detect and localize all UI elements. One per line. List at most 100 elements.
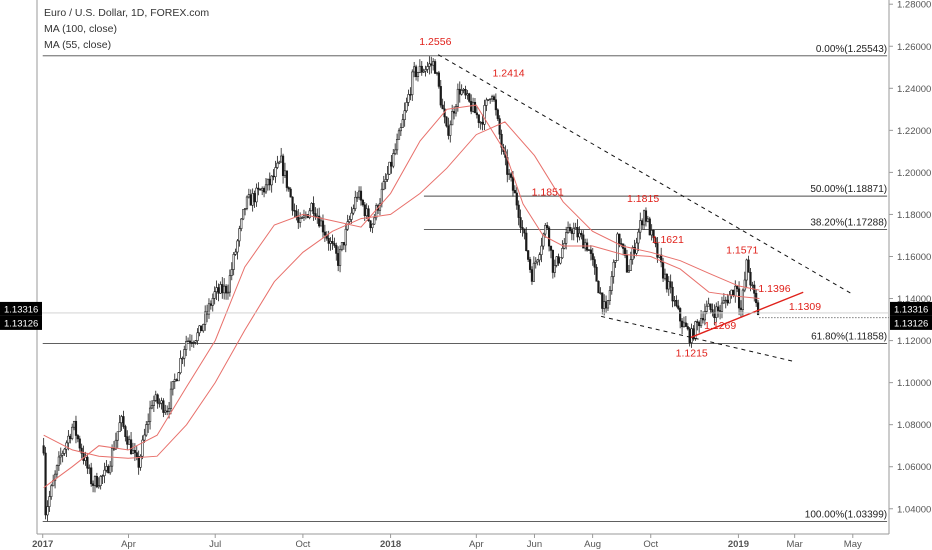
candle-body [249,194,252,206]
candle [88,464,91,475]
candle-body [338,248,342,266]
candle-body [105,466,108,471]
candle [177,372,180,382]
candle-body [350,212,353,220]
candle [739,300,743,318]
candle-body [72,421,76,428]
candle [274,160,277,183]
candle [283,162,287,178]
candle [118,414,121,433]
candle [544,223,547,238]
candle [333,237,336,248]
candle [490,94,494,102]
candle [335,242,338,261]
candle [696,319,699,331]
candle-body [591,253,594,260]
candle [42,437,45,456]
price-annotation: 1.2414 [493,68,525,80]
candle-body [238,228,241,242]
candle [726,293,729,306]
candle [166,405,169,416]
candle-body [255,187,258,203]
candle [340,242,344,252]
candle-body [137,456,140,468]
candle [401,113,404,128]
candle [129,431,133,455]
candle-body [373,217,376,225]
candle-body [55,465,59,475]
candle [557,253,560,266]
candle-body [344,228,347,246]
candle-body [433,61,437,74]
candle [242,209,245,221]
candle-body [732,289,735,297]
candle-body [743,279,746,291]
candle-body [145,424,148,436]
candle-body [141,439,144,457]
candle-body [566,227,570,233]
candle-body [751,284,754,287]
candle-body [139,455,142,468]
candle-body [618,233,621,244]
candle [139,454,142,471]
candle-body [428,63,431,67]
candle [331,234,334,250]
candle-body [447,125,450,136]
candle [736,285,739,293]
candle [76,434,79,443]
right-price-tag: 1.13316 [890,301,932,316]
candle-body [424,69,427,72]
candle [749,268,752,292]
candle-body [369,220,372,229]
candle-body [513,190,516,194]
candle-body [468,93,471,102]
candle [188,334,192,351]
candle [255,183,258,207]
candle-body [116,431,119,441]
candle [95,472,98,489]
candle-body [280,155,283,163]
candle [359,186,363,206]
candle-body [582,234,585,249]
candle-body [65,442,68,450]
candle-body [540,245,543,255]
candle [407,89,410,107]
candle-body [270,175,273,186]
candle-body [169,388,173,409]
candle [120,414,123,431]
candle-body [228,275,231,293]
candle [357,186,361,200]
price-tag-text: 1.13126 [894,318,928,329]
candle-body [639,220,642,233]
candle [435,71,439,76]
candle [291,196,294,216]
candle [584,238,587,252]
candle-body [557,256,560,264]
candle [530,266,534,285]
candle-body [709,303,712,310]
candle [648,216,651,236]
price-annotation: 1.1309 [789,301,821,313]
candle [230,262,233,281]
candle [61,450,64,463]
candle [508,169,511,180]
candle-body [496,109,499,119]
candle [690,323,693,348]
candle [418,59,421,74]
y-tick-label: 1.14000 [897,294,931,305]
candle-body [717,306,720,311]
candle [608,286,611,305]
candle-body [262,187,266,193]
candle-body [551,250,554,273]
candle [205,304,209,323]
candle [247,188,250,199]
candle [540,237,543,263]
candle-body [722,300,725,304]
candle [276,155,279,170]
candle-body [483,105,486,125]
candle [200,325,203,332]
candle [287,186,290,192]
candle-body [656,243,659,258]
candle-body [473,102,477,114]
candle [323,224,326,242]
